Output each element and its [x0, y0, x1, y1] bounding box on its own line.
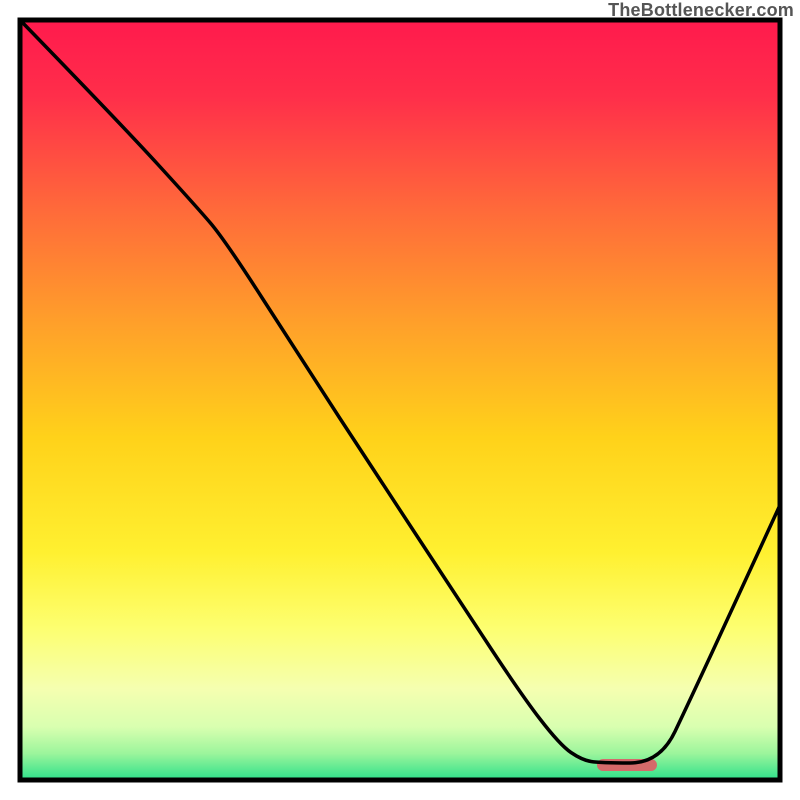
plot-background [20, 20, 780, 780]
chart-stage: TheBottlenecker.com [0, 0, 800, 800]
bottleneck-chart [0, 0, 800, 800]
watermark-text: TheBottlenecker.com [608, 0, 794, 21]
